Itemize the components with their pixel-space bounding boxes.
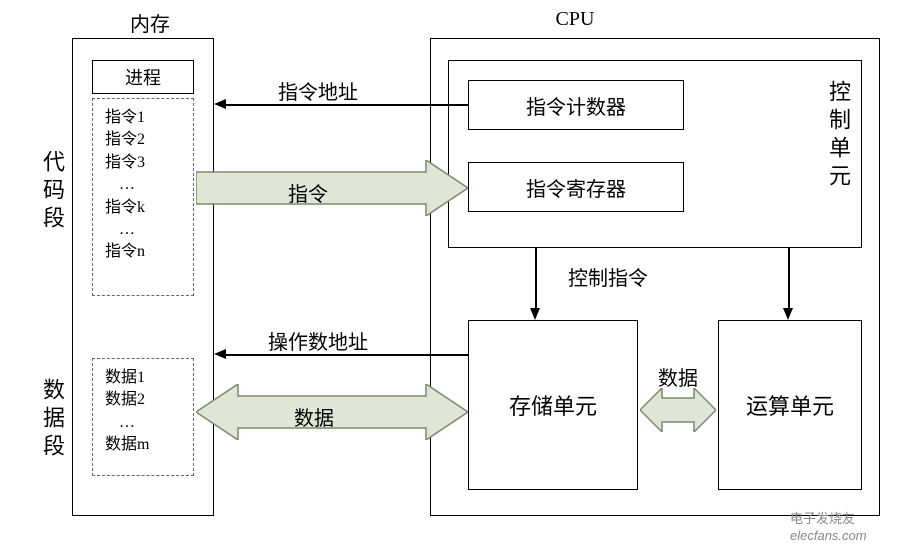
process-header-box: 进程 [92,60,194,94]
operand-addr-head [214,349,226,359]
instr-dots2: … [105,219,193,241]
cpu-title: CPU [545,8,605,31]
instruction-counter-box: 指令计数器 [468,80,684,130]
data-2: 数据2 [105,389,193,411]
memory-title: 内存 [110,8,190,37]
data-arrow-label: 数据 [294,402,334,431]
data-m: 数据m [105,434,193,456]
ctrl-to-storage-line [535,248,537,308]
data-items-box: 数据1 数据2 … 数据m [92,358,194,476]
storage-unit-label: 存储单元 [509,389,597,421]
instruction-arrow-label: 指令 [288,178,328,207]
instr-2: 指令2 [105,129,193,151]
instruction-register-label: 指令寄存器 [526,173,626,202]
instruction-counter-label: 指令计数器 [526,91,626,120]
code-segment-label: 代码段 [36,150,68,234]
storage-unit-box: 存储单元 [468,320,638,490]
instructions-box: 指令1 指令2 指令3 … 指令k … 指令n [92,98,194,296]
ctrl-to-storage-head [530,308,540,320]
instr-3: 指令3 [105,152,193,174]
instr-addr-label: 指令地址 [278,76,358,105]
instruction-big-arrow [196,160,468,216]
instr-addr-arrow-head [214,99,226,109]
operand-addr-label: 操作数地址 [268,326,368,355]
instr-dots1: … [105,174,193,196]
instr-k: 指令k [105,197,193,219]
data-small-arrow [640,388,716,432]
data-segment-label: 数据段 [36,378,68,462]
ctrl-to-arith-head [783,308,793,320]
watermark-brand: 电子发烧友 [790,508,855,527]
process-header-label: 进程 [125,64,161,90]
data-1: 数据1 [105,367,193,389]
watermark-text: elecfans.com [790,528,867,543]
arithmetic-unit-label: 运算单元 [746,389,834,421]
control-unit-label: 控制单元 [822,80,854,192]
instr-1: 指令1 [105,107,193,129]
instr-n: 指令n [105,241,193,263]
data-dots: … [105,412,193,434]
instruction-register-box: 指令寄存器 [468,162,684,212]
control-instr-label: 控制指令 [568,262,648,291]
ctrl-to-arith-line [788,248,790,308]
data2-arrow-label: 数据 [658,362,698,391]
arithmetic-unit-box: 运算单元 [718,320,862,490]
